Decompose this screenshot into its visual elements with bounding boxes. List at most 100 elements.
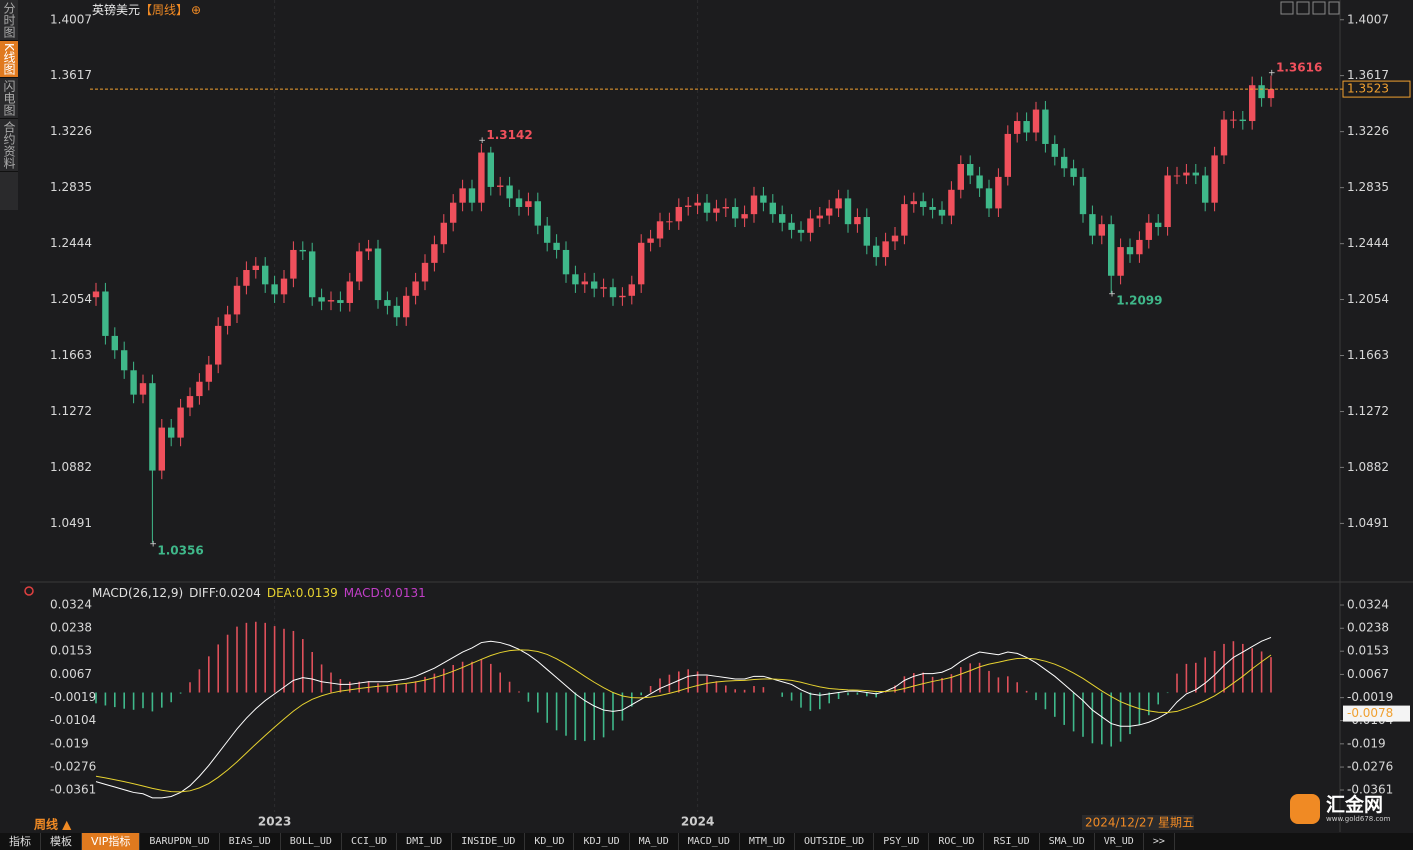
candle-body: [487, 152, 494, 187]
candle-body: [130, 370, 137, 395]
indicator-tab[interactable]: SMA_UD: [1040, 833, 1095, 850]
candle-body: [1089, 214, 1096, 236]
logo-icon: [1290, 794, 1320, 824]
candle-body: [609, 287, 617, 298]
indicator-tab[interactable]: BIAS_UD: [220, 833, 281, 850]
title-period: 【周线】: [140, 3, 188, 17]
candle-body: [647, 238, 654, 243]
indicator-tab[interactable]: VIP指标: [82, 833, 141, 850]
tool-icon[interactable]: [1312, 1, 1326, 15]
candle-body: [1004, 133, 1011, 177]
y-tick-label-right: 0.0238: [1347, 621, 1389, 635]
y-tick-label-left: 1.0491: [50, 516, 92, 530]
candle-body: [431, 244, 438, 263]
y-tick-label-right: -0.0019: [1347, 690, 1393, 704]
high-annotation: 1.3142: [486, 128, 532, 142]
y-tick-label-left: 1.3617: [50, 68, 92, 82]
candle-body: [468, 188, 476, 203]
sidebar-tab[interactable]: 分时图: [0, 0, 18, 41]
indicator-tab[interactable]: PSY_UD: [874, 833, 930, 850]
tool-icon[interactable]: [1280, 1, 1294, 15]
y-tick-label-left: 0.0324: [50, 598, 92, 612]
y-tick-label-right: 1.3617: [1347, 68, 1389, 82]
indicator-tab[interactable]: 指标: [0, 833, 41, 850]
indicator-tab[interactable]: CCI_UD: [342, 833, 398, 850]
candle-body: [891, 235, 899, 242]
y-tick-label-right: 1.0491: [1347, 516, 1389, 530]
indicator-tab[interactable]: 模板: [41, 833, 82, 850]
candle-body: [497, 185, 504, 187]
indicator-tab[interactable]: KD_UD: [525, 833, 575, 850]
candle-body: [732, 206, 739, 219]
candle-body: [957, 164, 964, 190]
candle-body: [666, 221, 673, 223]
candle-body: [506, 185, 513, 199]
indicator-tab[interactable]: BOLL_UD: [281, 833, 342, 850]
indicator-tabs: 指标 模板 VIP指标 BARUPDN_UD BIAS_UD BOLL_UD CCI_UD D…: [0, 833, 1413, 850]
cursor-date: 2024/12/27 星期五: [1085, 816, 1194, 830]
y-tick-label-left: -0.019: [50, 736, 89, 750]
low-marker: +: [1108, 290, 1116, 300]
candle-body: [421, 262, 429, 282]
candle-body: [976, 175, 983, 189]
indicator-tab[interactable]: ROC_UD: [929, 833, 985, 850]
y-tick-label-left: 1.0882: [50, 460, 92, 474]
indicator-tab[interactable]: >>: [1144, 833, 1175, 850]
candle-body: [1098, 224, 1105, 236]
toolbar-icons[interactable]: [1280, 1, 1340, 15]
candle-body: [384, 300, 391, 306]
candle-body: [280, 278, 288, 295]
candle-body: [450, 202, 457, 223]
candle-body: [1249, 85, 1256, 122]
candle-body: [102, 291, 109, 336]
y-tick-label-right: 1.1663: [1347, 348, 1389, 362]
candle-body: [1126, 247, 1134, 255]
candle-body: [995, 176, 1002, 209]
candle-body: [1267, 89, 1275, 99]
y-tick-label-right: 1.4007: [1347, 12, 1389, 26]
indicator-tab[interactable]: KDJ_UD: [574, 833, 630, 850]
indicator-settings[interactable]: [24, 586, 34, 596]
candle-body: [403, 295, 410, 318]
sidebar-tab[interactable]: 闪电图: [0, 78, 18, 119]
candle-body: [177, 407, 184, 438]
candle-body: [440, 222, 447, 245]
candle-body: [1108, 224, 1115, 276]
indicator-tab[interactable]: MACD_UD: [679, 833, 740, 850]
candle-body: [544, 225, 551, 243]
candle-body: [1192, 172, 1199, 176]
sidebar-tab[interactable]: 合约资料: [0, 119, 18, 172]
candle-body: [346, 281, 353, 303]
candle-body: [713, 208, 720, 213]
candle-body: [356, 251, 363, 282]
candle-body: [703, 202, 711, 213]
candle-body: [149, 383, 156, 471]
indicator-tab[interactable]: OUTSIDE_UD: [795, 833, 875, 850]
y-tick-label-right: -0.0361: [1347, 783, 1393, 797]
candle-body: [797, 229, 805, 233]
title-icon[interactable]: ⊕: [191, 3, 201, 17]
indicator-tab[interactable]: MTM_UD: [740, 833, 795, 850]
candle-body: [741, 214, 748, 219]
indicator-tab[interactable]: RSI_UD: [984, 833, 1040, 850]
indicator-tab[interactable]: BARUPDN_UD: [140, 833, 220, 850]
candle-body: [92, 291, 100, 298]
indicator-tab[interactable]: VR_UD: [1095, 833, 1144, 850]
candle-body: [271, 284, 278, 295]
indicator-tab[interactable]: INSIDE_UD: [452, 833, 526, 850]
tool-icon[interactable]: [1328, 1, 1340, 15]
candle-body: [854, 217, 861, 225]
candle-body: [205, 364, 212, 382]
candle-body: [478, 152, 485, 203]
indicator-tab[interactable]: MA_UD: [630, 833, 679, 850]
period-selector[interactable]: 周线 ▲: [34, 817, 72, 832]
indicator-tab[interactable]: DMI_UD: [397, 833, 453, 850]
candle-body: [327, 300, 335, 302]
candle-body: [318, 297, 325, 302]
candle-body: [1023, 121, 1030, 133]
candle-body: [863, 217, 870, 246]
chart-area: 英镑美元【周线】 ⊕ 周线 ▲ 2024/12/27 星期五 1.4007 1.40…: [20, 0, 1413, 832]
candle-body: [168, 427, 175, 438]
sidebar-tab[interactable]: K线图: [0, 41, 18, 78]
tool-icon[interactable]: [1296, 1, 1310, 15]
